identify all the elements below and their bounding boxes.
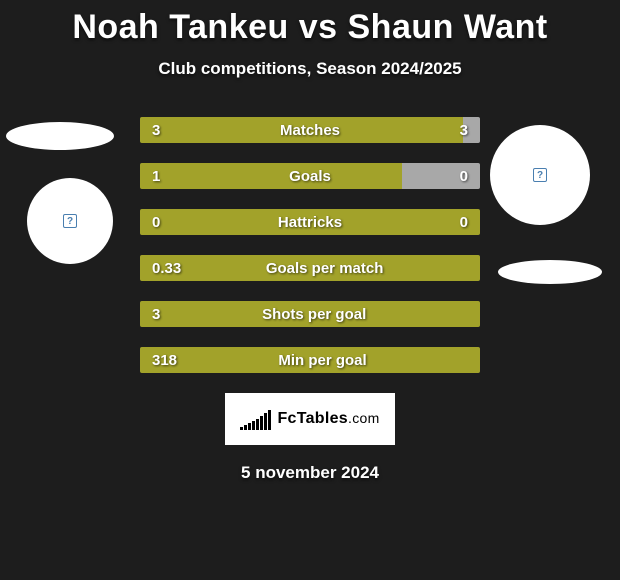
stat-row: 3Matches3 <box>140 117 480 143</box>
stat-row: 3Shots per goal <box>140 301 480 327</box>
logo-text: FcTables.com <box>277 410 379 428</box>
fctables-logo: FcTables.com <box>225 393 395 445</box>
stat-label: Shots per goal <box>160 306 468 323</box>
decor-ellipse-right <box>498 260 602 284</box>
stat-value-right: 0 <box>460 168 468 185</box>
avatar-placeholder-icon: ? <box>63 214 77 228</box>
decor-ellipse-left <box>6 122 114 150</box>
stat-value-left: 0.33 <box>152 260 181 277</box>
stat-label: Goals per match <box>181 260 468 277</box>
stat-value-right: 3 <box>460 122 468 139</box>
stat-row: 0Hattricks0 <box>140 209 480 235</box>
stat-label: Min per goal <box>177 352 468 369</box>
page-title: Noah Tankeu vs Shaun Want <box>0 0 620 47</box>
stat-label: Matches <box>160 122 459 139</box>
stat-value-left: 1 <box>152 168 160 185</box>
stat-row: 1Goals0 <box>140 163 480 189</box>
stat-row: 0.33Goals per match <box>140 255 480 281</box>
stat-row: 318Min per goal <box>140 347 480 373</box>
stat-label: Goals <box>160 168 459 185</box>
page-subtitle: Club competitions, Season 2024/2025 <box>0 59 620 79</box>
avatar-placeholder-icon: ? <box>533 168 547 182</box>
stat-value-left: 318 <box>152 352 177 369</box>
stat-value-right: 0 <box>460 214 468 231</box>
date-label: 5 november 2024 <box>0 463 620 483</box>
stat-value-left: 0 <box>152 214 160 231</box>
logo-text-suffix: .com <box>348 410 380 426</box>
player-avatar-left: ? <box>27 178 113 264</box>
logo-text-main: FcTables <box>277 410 348 427</box>
stat-label: Hattricks <box>160 214 459 231</box>
logo-bars-icon <box>240 408 271 430</box>
stats-container: 3Matches31Goals00Hattricks00.33Goals per… <box>140 117 480 373</box>
stat-value-left: 3 <box>152 122 160 139</box>
stat-value-left: 3 <box>152 306 160 323</box>
player-avatar-right: ? <box>490 125 590 225</box>
